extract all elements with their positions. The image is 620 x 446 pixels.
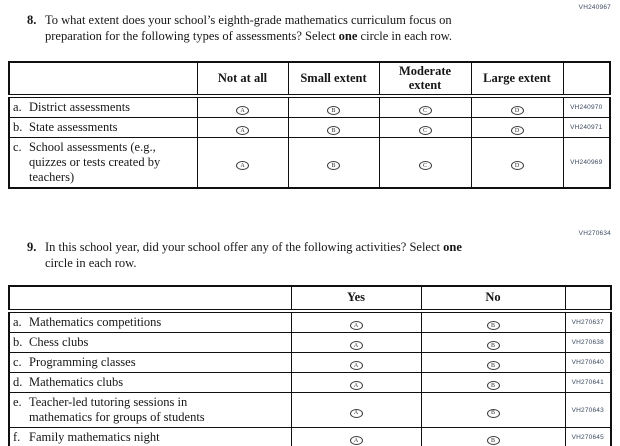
row-label: Mathematics competitions xyxy=(29,315,162,329)
table-row-chess-clubs: b. Chess clubs A B VH270638 xyxy=(8,332,612,353)
row-label: Family mathematics night xyxy=(29,430,160,444)
oval-option-b[interactable]: B xyxy=(327,161,340,170)
question-8-text: To what extent does your school’s eighth… xyxy=(45,13,560,44)
row-label-cell: c. School assessments (e.g., quizzes or t… xyxy=(8,137,198,189)
q8-answer-table: Not at all Small extent Moderate extent … xyxy=(8,61,611,189)
oval-option-d[interactable]: D xyxy=(510,126,524,135)
row-code: VH240970 xyxy=(562,95,611,118)
row-code: VH270645 xyxy=(564,427,612,446)
row-label: State assessments xyxy=(29,120,118,134)
row-code: VH240971 xyxy=(562,117,611,138)
q8-header-row: Not at all Small extent Moderate extent … xyxy=(8,61,611,98)
oval-no[interactable]: B xyxy=(486,408,500,418)
row-letter: a. xyxy=(13,315,22,329)
oval-no[interactable]: B xyxy=(486,341,500,350)
oval-yes[interactable]: A xyxy=(349,408,363,418)
oval-option-a[interactable]: A xyxy=(236,126,249,135)
row-label: Programming classes xyxy=(29,355,136,369)
row-label: District assessments xyxy=(29,100,131,114)
q8-header-small-extent: Small extent xyxy=(287,61,380,98)
question-9-bold-word: one xyxy=(443,240,462,254)
oval-option-a[interactable]: A xyxy=(236,161,249,170)
oval-option-b[interactable]: B xyxy=(327,106,340,115)
row-label: Mathematics clubs xyxy=(29,375,124,389)
oval-yes[interactable]: A xyxy=(349,436,363,445)
oval-no[interactable]: B xyxy=(486,361,500,370)
oval-yes[interactable]: A xyxy=(349,321,363,330)
table-row-district-assessments: a. District assessments A B C D VH240970 xyxy=(8,95,611,118)
question-9-line2: circle in each row. xyxy=(45,255,137,270)
q8-page-code: VH240967 xyxy=(578,4,611,11)
q9-page-code: VH270634 xyxy=(578,230,611,237)
row-code: VH270640 xyxy=(564,352,612,373)
question-8-bold-word: one xyxy=(338,28,358,43)
table-row-programming-classes: c. Programming classes A B VH270640 xyxy=(8,352,612,373)
oval-yes[interactable]: A xyxy=(349,381,363,390)
row-letter: c. xyxy=(13,355,22,369)
question-9-number: 9. xyxy=(27,240,37,254)
row-label-cell: b. Chess clubs xyxy=(8,332,292,353)
q9-header-row: Yes No xyxy=(8,285,612,313)
row-letter: a. xyxy=(13,100,22,114)
row-letter: f. xyxy=(13,430,21,444)
oval-option-d[interactable]: D xyxy=(510,161,524,170)
q8-header-not-at-all: Not at all xyxy=(196,61,289,98)
oval-option-c[interactable]: C xyxy=(418,126,432,135)
row-code: VH270643 xyxy=(564,392,612,428)
oval-no[interactable]: B xyxy=(486,321,500,330)
row-code: VH270638 xyxy=(564,332,612,353)
table-row-mathematics-competitions: a. Mathematics competitions A B VH270637 xyxy=(8,310,612,333)
q8-header-empty xyxy=(8,61,198,98)
table-row-mathematics-clubs: d. Mathematics clubs A B VH270641 xyxy=(8,372,612,393)
oval-option-a[interactable]: A xyxy=(236,106,249,115)
row-letter: b. xyxy=(13,120,23,134)
row-label: Chess clubs xyxy=(29,335,89,349)
row-letter: b. xyxy=(13,335,23,349)
q9-header-no: No xyxy=(420,285,566,313)
q9-answer-table: Yes No a. Mathematics competitions A B VH… xyxy=(8,285,612,446)
table-row-state-assessments: b. State assessments A B C D VH240971 xyxy=(8,117,611,138)
question-9-text: In this school year, did your school off… xyxy=(45,240,560,271)
table-row-school-assessments: c. School assessments (e.g., quizzes or t… xyxy=(8,137,611,189)
oval-yes[interactable]: A xyxy=(349,361,363,370)
row-code: VH270637 xyxy=(564,310,612,333)
row-label-cell: d. Mathematics clubs xyxy=(8,372,292,393)
row-label-cell: b. State assessments xyxy=(8,117,198,138)
q8-header-large-extent: Large extent xyxy=(470,61,564,98)
q9-header-code-empty xyxy=(564,285,612,313)
row-label-cell: c. Programming classes xyxy=(8,352,292,373)
oval-option-b[interactable]: B xyxy=(327,126,340,135)
row-label-cell: e. Teacher-led tutoring sessions in mathe… xyxy=(8,392,292,428)
q9-header-empty xyxy=(8,285,292,313)
row-label: Teacher-led tutoring sessions in mathema… xyxy=(29,395,205,424)
row-letter: e. xyxy=(13,395,22,409)
question-8-line2-post: circle in each row. xyxy=(357,28,453,43)
row-letter: c. xyxy=(13,140,22,154)
oval-no[interactable]: B xyxy=(486,436,500,445)
q8-header-moderate-extent: Moderate extent xyxy=(378,61,472,98)
question-9-line1-pre: In this school year, did your school off… xyxy=(45,240,444,254)
q9-header-yes: Yes xyxy=(290,285,422,313)
oval-option-c[interactable]: C xyxy=(418,106,432,115)
row-letter: d. xyxy=(13,375,23,389)
table-row-teacher-led-tutoring: e. Teacher-led tutoring sessions in mathe… xyxy=(8,392,612,428)
row-label-cell: f. Family mathematics night xyxy=(8,427,292,446)
oval-option-d[interactable]: D xyxy=(510,106,524,115)
question-9: 9. In this school year, did your school … xyxy=(27,240,567,271)
question-8: 8. To what extent does your school’s eig… xyxy=(27,13,567,44)
row-label-cell: a. Mathematics competitions xyxy=(8,310,292,333)
oval-yes[interactable]: A xyxy=(349,341,363,350)
row-label-cell: a. District assessments xyxy=(8,95,198,118)
question-8-number: 8. xyxy=(27,13,37,27)
question-8-line1: To what extent does your school’s eighth… xyxy=(45,13,452,27)
q8-header-code-empty xyxy=(562,61,611,98)
question-8-line2-pre: preparation for the following types of a… xyxy=(45,28,339,43)
oval-option-c[interactable]: C xyxy=(418,161,432,170)
row-code: VH240969 xyxy=(562,137,611,189)
oval-no[interactable]: B xyxy=(486,381,500,390)
table-row-family-mathematics-night: f. Family mathematics night A B VH270645 xyxy=(8,427,612,446)
row-code: VH270641 xyxy=(564,372,612,393)
row-label: School assessments (e.g., quizzes or tes… xyxy=(29,140,161,184)
